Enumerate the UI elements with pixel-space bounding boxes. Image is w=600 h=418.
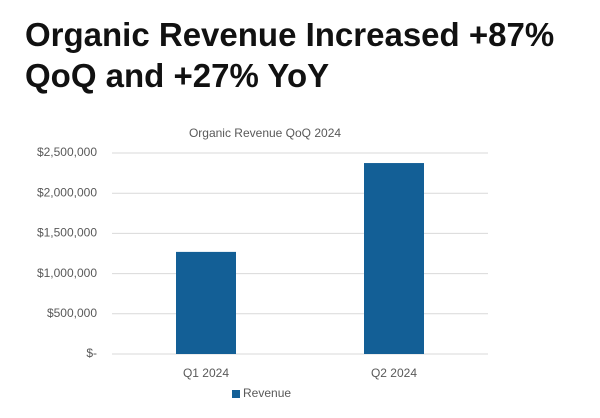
headline: Organic Revenue Increased +87% QoQ and +… [25,16,555,94]
bar [364,163,424,354]
y-tick-label: $2,500,000 [37,145,97,159]
x-tick-label: Q1 2024 [183,366,229,380]
chart-title: Organic Revenue QoQ 2024 [189,126,341,140]
bar [176,251,236,354]
x-tick-label: Q2 2024 [371,366,417,380]
y-tick-label: $- [86,346,97,360]
y-tick-label: $500,000 [47,306,97,320]
legend-label: Revenue [243,386,291,400]
legend-swatch [232,390,240,398]
y-tick-label: $1,000,000 [37,266,97,280]
y-tick-label: $1,500,000 [37,226,97,240]
y-tick-label: $2,000,000 [37,185,97,199]
